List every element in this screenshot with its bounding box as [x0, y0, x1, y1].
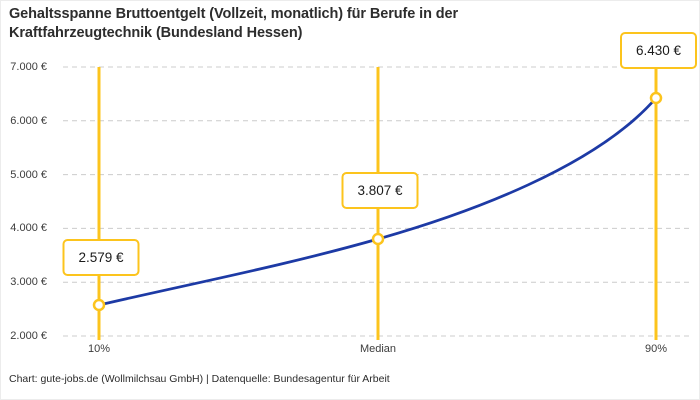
- y-tick-2000: 2.000 €: [10, 330, 47, 342]
- y-tick-3000: 3.000 €: [10, 276, 47, 288]
- title-line-2: Kraftfahrzeugtechnik (Bundesland Hessen): [9, 25, 303, 41]
- y-tick-5000: 5.000 €: [10, 169, 47, 181]
- y-tick-6000: 6.000 €: [10, 115, 47, 127]
- y-tick-7000: 7.000 €: [10, 61, 47, 73]
- title-line-1: Gehaltsspanne Bruttoentgelt (Vollzeit, m…: [9, 6, 459, 22]
- marker-p90: [649, 91, 663, 105]
- marker-p10: [92, 298, 106, 312]
- marker-median: [371, 232, 385, 246]
- x-label-p10: 10%: [87, 343, 111, 355]
- value-label-p10: 2.579 €: [78, 250, 124, 265]
- x-label-median: Median: [359, 343, 397, 355]
- page-title: Gehaltsspanne Bruttoentgelt (Vollzeit, m…: [9, 5, 458, 43]
- value-label-p90: 6.430 €: [635, 43, 682, 58]
- data-point-markers: [92, 91, 663, 312]
- gridlines: [63, 66, 692, 337]
- value-box-p90: 6.430 €: [620, 32, 697, 69]
- y-tick-4000: 4.000 €: [10, 222, 47, 234]
- value-label-median: 3.807 €: [357, 183, 403, 198]
- value-box-median: 3.807 €: [341, 172, 419, 209]
- chart-credit: Chart: gute-jobs.de (Wollmilchsau GmbH) …: [9, 373, 390, 385]
- x-label-p90: 90%: [644, 343, 668, 355]
- value-box-p10: 2.579 €: [62, 239, 140, 276]
